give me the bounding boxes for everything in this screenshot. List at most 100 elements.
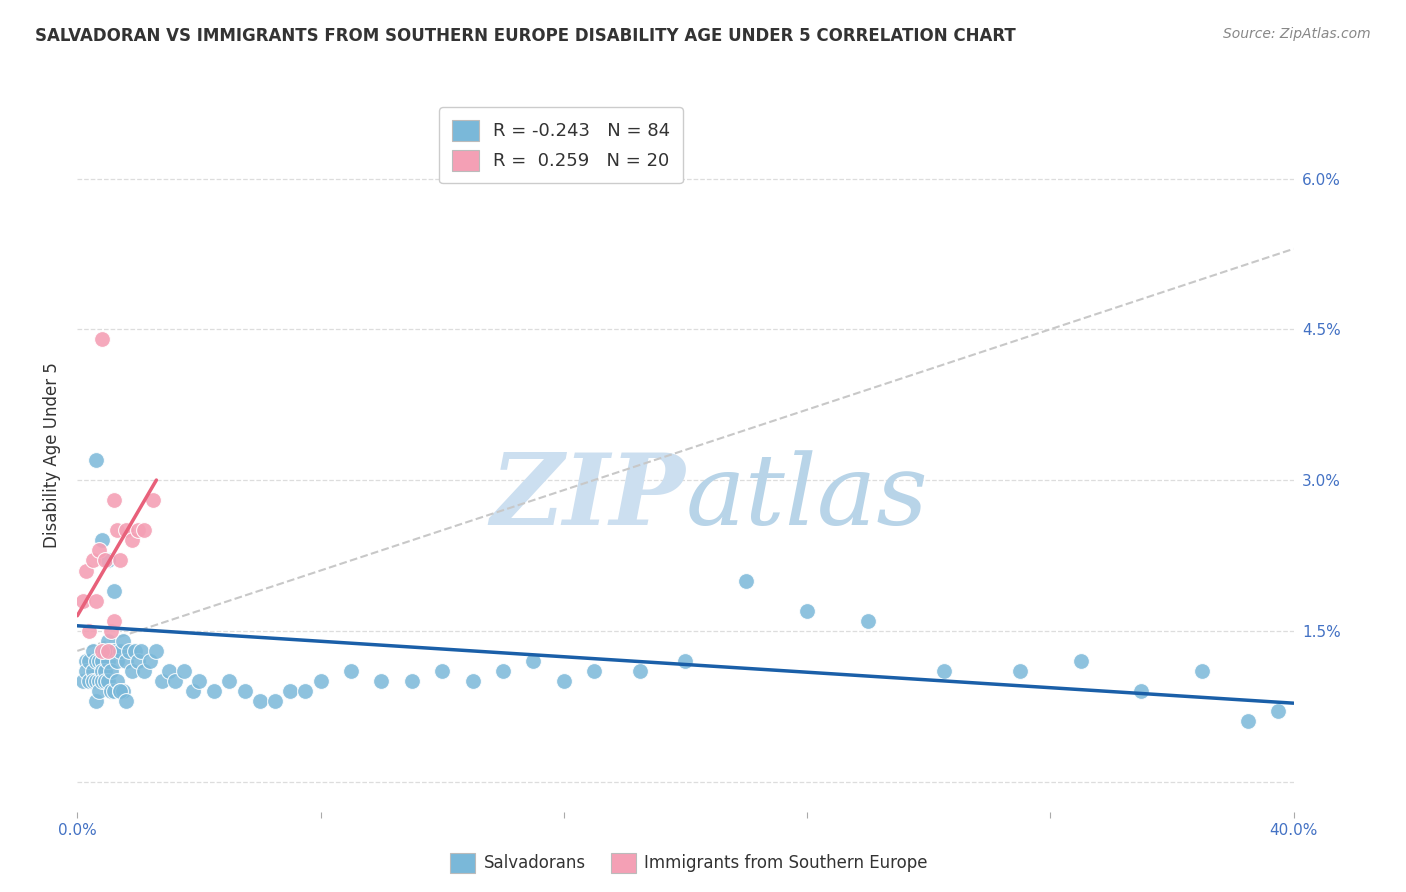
Point bbox=[93, 553, 115, 567]
Point bbox=[72, 593, 94, 607]
Text: atlas: atlas bbox=[686, 450, 928, 545]
Point bbox=[127, 654, 149, 668]
Point bbox=[79, 674, 101, 689]
Point bbox=[82, 644, 104, 658]
Point bbox=[90, 674, 112, 689]
Point bbox=[127, 524, 149, 538]
Point bbox=[1130, 684, 1153, 698]
Point bbox=[90, 654, 112, 668]
Point bbox=[157, 664, 180, 678]
Point bbox=[111, 684, 134, 698]
Point bbox=[139, 654, 162, 668]
Point bbox=[108, 684, 131, 698]
Point bbox=[93, 674, 115, 689]
Point bbox=[90, 664, 112, 678]
Point bbox=[97, 674, 120, 689]
Point bbox=[97, 644, 120, 658]
Point bbox=[100, 684, 122, 698]
Text: SALVADORAN VS IMMIGRANTS FROM SOUTHERN EUROPE DISABILITY AGE UNDER 5 CORRELATION: SALVADORAN VS IMMIGRANTS FROM SOUTHERN E… bbox=[35, 27, 1017, 45]
Point bbox=[93, 664, 115, 678]
Point bbox=[84, 593, 107, 607]
Point bbox=[87, 543, 110, 558]
Point bbox=[401, 674, 423, 689]
Point bbox=[218, 674, 240, 689]
Point bbox=[735, 574, 758, 588]
Point bbox=[264, 694, 287, 708]
Point bbox=[87, 674, 110, 689]
Point bbox=[84, 674, 107, 689]
Point bbox=[1070, 654, 1092, 668]
Point bbox=[134, 664, 156, 678]
Point bbox=[108, 684, 131, 698]
Point bbox=[628, 664, 651, 678]
Point bbox=[108, 644, 131, 658]
Point bbox=[103, 583, 125, 598]
Point bbox=[181, 684, 204, 698]
Point bbox=[108, 553, 131, 567]
Point bbox=[100, 644, 122, 658]
Point bbox=[93, 644, 115, 658]
Point bbox=[1267, 704, 1289, 718]
Point bbox=[202, 684, 225, 698]
Point bbox=[294, 684, 316, 698]
Point bbox=[118, 644, 141, 658]
Point bbox=[90, 644, 112, 658]
Point bbox=[87, 684, 110, 698]
Point bbox=[105, 674, 128, 689]
Point bbox=[103, 614, 125, 628]
Legend: R = -0.243   N = 84, R =  0.259   N = 20: R = -0.243 N = 84, R = 0.259 N = 20 bbox=[439, 107, 683, 183]
Point bbox=[90, 332, 112, 346]
Point bbox=[105, 524, 128, 538]
Point bbox=[111, 633, 134, 648]
Point bbox=[1191, 664, 1213, 678]
Point bbox=[932, 664, 955, 678]
Point bbox=[278, 684, 301, 698]
Point bbox=[188, 674, 211, 689]
Point bbox=[100, 664, 122, 678]
Text: ZIP: ZIP bbox=[491, 450, 686, 546]
Text: Source: ZipAtlas.com: Source: ZipAtlas.com bbox=[1223, 27, 1371, 41]
Point bbox=[134, 524, 156, 538]
Legend: Salvadorans, Immigrants from Southern Europe: Salvadorans, Immigrants from Southern Eu… bbox=[444, 847, 934, 880]
Point bbox=[75, 564, 97, 578]
Point bbox=[97, 553, 120, 567]
Point bbox=[115, 654, 138, 668]
Point bbox=[124, 644, 146, 658]
Point bbox=[142, 493, 165, 508]
Point bbox=[675, 654, 697, 668]
Point bbox=[340, 664, 363, 678]
Point bbox=[173, 664, 195, 678]
Point bbox=[152, 674, 174, 689]
Point bbox=[75, 664, 97, 678]
Point bbox=[115, 524, 138, 538]
Point bbox=[522, 654, 544, 668]
Point bbox=[115, 694, 138, 708]
Point bbox=[84, 654, 107, 668]
Point bbox=[90, 533, 112, 548]
Point bbox=[103, 644, 125, 658]
Point bbox=[1237, 714, 1260, 729]
Point bbox=[87, 654, 110, 668]
Point bbox=[129, 644, 152, 658]
Point bbox=[75, 654, 97, 668]
Point bbox=[105, 654, 128, 668]
Point bbox=[233, 684, 256, 698]
Point bbox=[82, 553, 104, 567]
Point bbox=[72, 674, 94, 689]
Point bbox=[79, 654, 101, 668]
Point bbox=[492, 664, 515, 678]
Point bbox=[1008, 664, 1031, 678]
Point bbox=[583, 664, 606, 678]
Point bbox=[370, 674, 392, 689]
Point bbox=[145, 644, 167, 658]
Point bbox=[82, 674, 104, 689]
Point bbox=[553, 674, 575, 689]
Point bbox=[796, 604, 818, 618]
Point bbox=[103, 493, 125, 508]
Point bbox=[79, 624, 101, 638]
Point bbox=[432, 664, 454, 678]
Point bbox=[309, 674, 332, 689]
Point bbox=[461, 674, 484, 689]
Point bbox=[97, 633, 120, 648]
Point bbox=[82, 664, 104, 678]
